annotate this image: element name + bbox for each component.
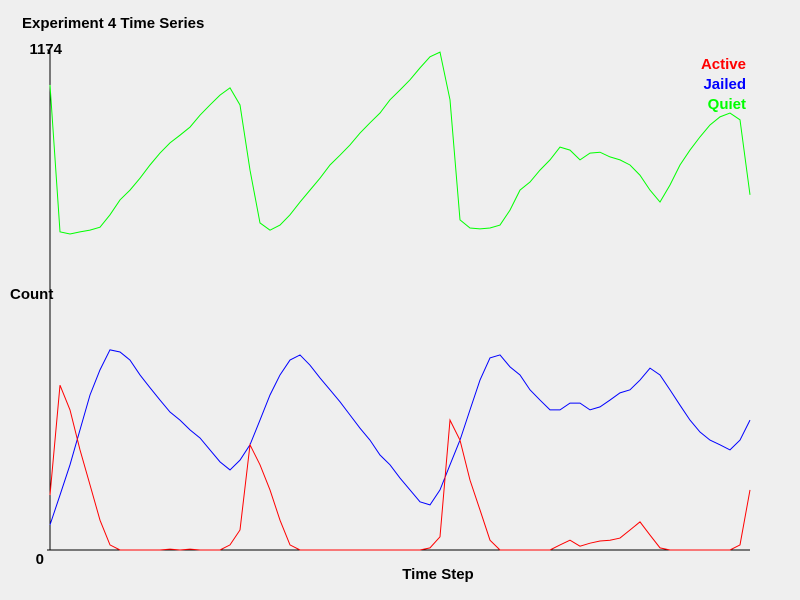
y-tick-label: 0 [36,551,44,568]
x-axis-label: Time Step [402,566,473,583]
legend-entry: Active [701,56,746,73]
series-line [49,384,751,551]
y-tick-label: 1174 [29,41,62,58]
legend-entry: Quiet [708,96,746,113]
legend-entry: Jailed [703,76,746,93]
y-axis-label: Count [10,286,53,303]
chart-title: Experiment 4 Time Series [22,15,204,32]
series-line [49,349,751,526]
series-line [49,51,751,235]
